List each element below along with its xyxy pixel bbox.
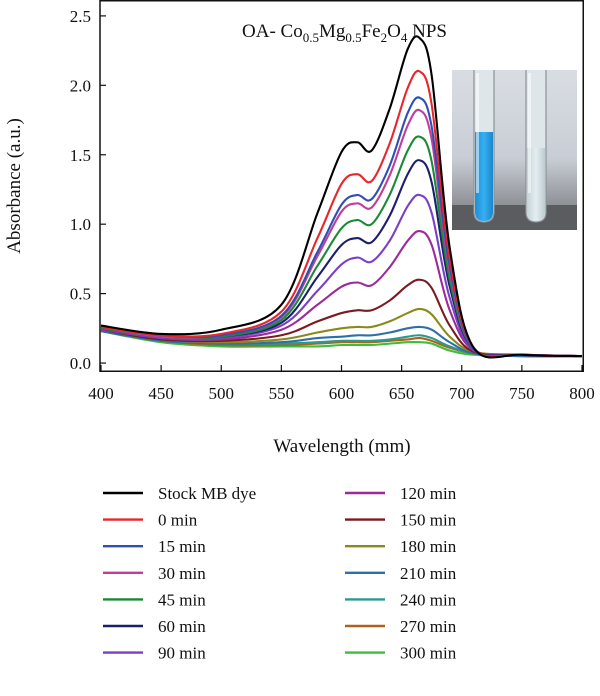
series-line (100, 193, 583, 358)
x-tick-label: 550 (269, 384, 295, 403)
x-tick-label: 800 (569, 384, 595, 403)
x-tick-label: 400 (88, 384, 114, 403)
legend-label: 240 min (400, 590, 457, 609)
x-tick-label: 700 (449, 384, 475, 403)
series-line (100, 307, 583, 358)
legend-label: 210 min (400, 564, 457, 583)
x-tick-label: 600 (329, 384, 355, 403)
series-line (100, 325, 583, 358)
y-axis-title: Absorbance (a.u.) (4, 118, 25, 254)
x-tick-label: 650 (389, 384, 415, 403)
legend-label: 120 min (400, 484, 457, 503)
series-line (100, 230, 583, 358)
y-tick-label: 0.5 (70, 285, 91, 304)
y-axis: 0.0 0.5 1.0 1.5 2.0 2.5 (70, 7, 106, 373)
plot-frame (99, 0, 584, 372)
legend-label: 30 min (158, 564, 206, 583)
legend-label: 180 min (400, 537, 457, 556)
compound-annotation: OA- Co0.5Mg0.5Fe2O4 NPS (242, 21, 447, 45)
legend-label: 150 min (400, 511, 457, 530)
x-tick-label: 450 (148, 384, 174, 403)
blue-dye-tube (473, 70, 495, 223)
y-tick-label: 1.5 (70, 146, 91, 165)
legend-label: 300 min (400, 644, 457, 663)
legend-label: 270 min (400, 617, 457, 636)
x-tick-label: 500 (209, 384, 235, 403)
x-axis-title: Wavelength (mm) (273, 436, 410, 457)
legend-label: 60 min (158, 617, 206, 636)
series-line (100, 35, 583, 359)
legend-label: 90 min (158, 644, 206, 663)
legend-label: 15 min (158, 537, 206, 556)
y-tick-label: 1.0 (70, 215, 91, 234)
x-tick-label: 750 (509, 384, 535, 403)
y-tick-label: 0.0 (70, 354, 91, 373)
legend-label: 0 min (158, 511, 198, 530)
clear-solution-tube (525, 70, 547, 223)
legend-label: Stock MB dye (158, 484, 256, 503)
y-tick-label: 2.0 (70, 76, 91, 95)
x-axis: 400 450 500 550 600 650 700 750 800 (88, 365, 595, 403)
series-line (100, 330, 583, 358)
inset-test-tube-photo (452, 70, 577, 230)
y-tick-label: 2.5 (70, 7, 91, 26)
legend: Stock MB dye 0 min 15 min 30 min 45 min 60 mi… (103, 484, 457, 663)
series-layer (100, 35, 583, 359)
series-line (100, 278, 583, 358)
legend-label: 45 min (158, 590, 206, 609)
